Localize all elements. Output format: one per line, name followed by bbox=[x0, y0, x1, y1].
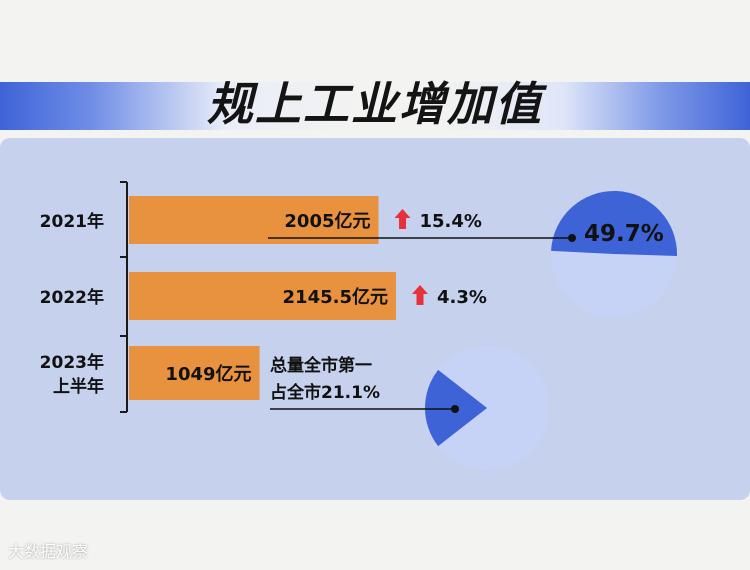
page-title: 规上工业增加值 bbox=[207, 77, 543, 131]
up-arrow-icon bbox=[394, 209, 411, 229]
up-arrow-icon bbox=[412, 285, 428, 305]
pie-2021-slice bbox=[551, 190, 677, 256]
watermark-text: 大数据观察 bbox=[8, 542, 89, 561]
category-label: 2023年 bbox=[40, 352, 104, 373]
category-label: 2021年 bbox=[40, 211, 104, 232]
bar-value-label: 2005亿元 bbox=[284, 210, 370, 232]
category-label: 2022年 bbox=[40, 287, 104, 308]
category-label: 上半年 bbox=[53, 376, 104, 397]
growth-label: 4.3% bbox=[437, 287, 487, 308]
note-line-2: 占全市21.1% bbox=[270, 382, 380, 403]
title-banner bbox=[0, 82, 750, 130]
bar-value-label: 1049亿元 bbox=[165, 363, 251, 385]
bar-value-label: 2145.5亿元 bbox=[283, 286, 388, 308]
bar-0 bbox=[129, 196, 379, 244]
bar-1 bbox=[129, 272, 396, 320]
leader-dot-1 bbox=[568, 234, 576, 242]
pie-2021-label: 49.7% bbox=[584, 221, 664, 247]
leader-dot-2 bbox=[451, 405, 459, 413]
note-line-1: 总量全市第一 bbox=[270, 355, 372, 376]
growth-label: 15.4% bbox=[420, 211, 482, 232]
bar-2 bbox=[129, 346, 260, 400]
